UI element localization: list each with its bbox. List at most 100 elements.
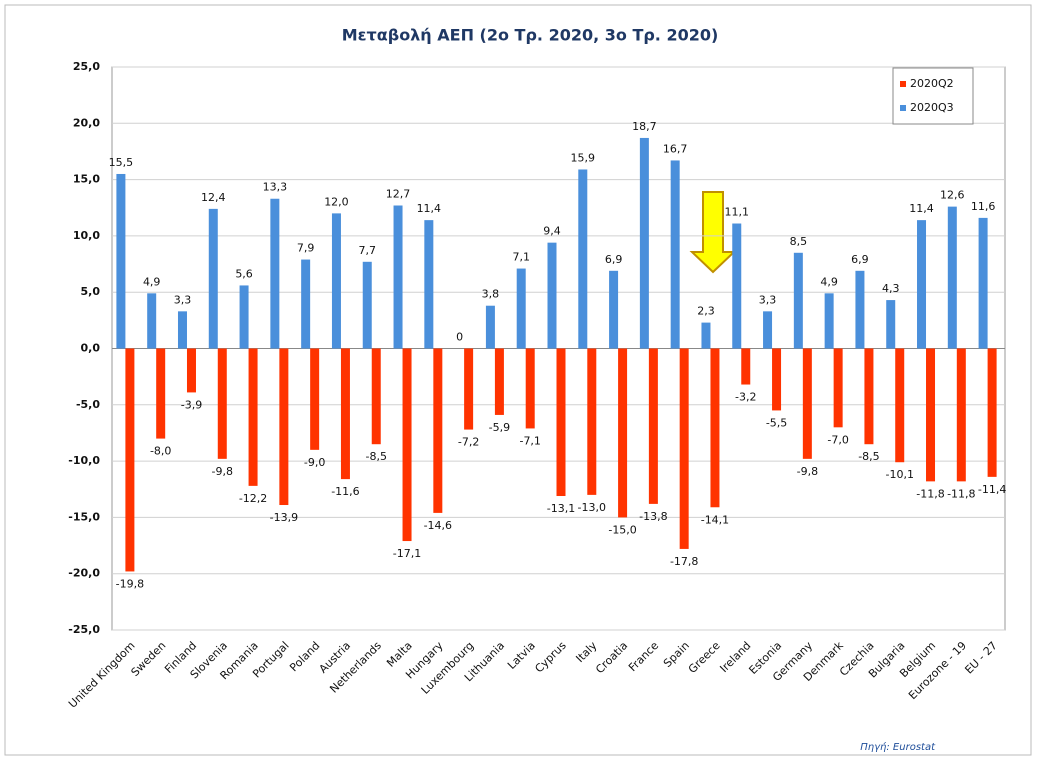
bar [547, 242, 557, 349]
bar [824, 293, 834, 349]
value-label: -3,9 [181, 398, 202, 411]
y-tick-label: -25,0 [68, 623, 100, 636]
bar [516, 268, 526, 349]
bar [310, 348, 320, 450]
bar [494, 348, 504, 415]
value-label: 15,9 [571, 151, 596, 164]
value-label: 7,1 [512, 251, 530, 264]
y-tick-label: 5,0 [81, 285, 101, 298]
value-label: 3,3 [174, 293, 192, 306]
value-label: 8,5 [790, 235, 808, 248]
value-label: -11,4 [978, 483, 1006, 496]
bar [156, 348, 166, 439]
bar [362, 261, 372, 349]
y-tick-label: 25,0 [73, 60, 100, 73]
bar [331, 213, 341, 349]
value-label: -7,1 [519, 434, 540, 447]
bar [485, 305, 495, 349]
bar [987, 348, 997, 477]
value-label: 7,7 [358, 244, 376, 257]
y-tick-label: 0,0 [81, 342, 101, 355]
bar [371, 348, 381, 445]
value-label: -9,0 [304, 456, 325, 469]
value-label: 2,3 [697, 305, 715, 318]
bar [402, 348, 412, 542]
value-label: 12,6 [940, 189, 965, 202]
value-label: -10,1 [885, 468, 913, 481]
value-label: 4,3 [882, 282, 900, 295]
y-tick-label: -5,0 [76, 398, 100, 411]
bar [956, 348, 966, 482]
bar [710, 348, 720, 508]
legend-label: 2020Q2 [910, 77, 954, 90]
bar [116, 173, 126, 349]
y-tick-label: -20,0 [68, 567, 100, 580]
value-label: 12,4 [201, 191, 226, 204]
bar [802, 348, 812, 459]
legend-label: 2020Q3 [910, 101, 954, 114]
value-label: -14,1 [701, 513, 729, 526]
bar [886, 300, 896, 349]
value-label: 9,4 [543, 225, 561, 238]
value-label: 7,9 [297, 242, 315, 255]
bar [340, 348, 350, 480]
bar [525, 348, 535, 429]
value-label: -14,6 [424, 519, 452, 532]
bar [793, 252, 803, 349]
bar [772, 348, 782, 411]
bar [248, 348, 258, 486]
bar [186, 348, 196, 393]
value-label: -13,9 [270, 511, 298, 524]
value-label: -15,0 [608, 523, 636, 536]
value-label: 11,1 [725, 206, 750, 219]
source-note: Πηγή: Eurostat [860, 741, 936, 753]
bar [609, 270, 619, 349]
value-label: -12,2 [239, 492, 267, 505]
value-label: 12,7 [386, 187, 411, 200]
value-label: 11,6 [971, 200, 996, 213]
bar [763, 311, 773, 349]
bar [433, 348, 443, 513]
bar [177, 311, 187, 349]
bar [648, 348, 658, 504]
value-label: -13,0 [578, 501, 606, 514]
bar [741, 348, 751, 385]
value-label: -7,2 [458, 436, 479, 449]
value-label: -8,0 [150, 445, 171, 458]
value-label: 11,4 [417, 202, 442, 215]
value-label: 18,7 [632, 120, 657, 133]
value-label: -11,8 [947, 487, 975, 500]
y-tick-label: 10,0 [73, 229, 100, 242]
bar [578, 169, 588, 349]
value-label: 16,7 [663, 142, 688, 155]
value-label: 4,9 [820, 275, 838, 288]
value-label: 3,3 [759, 293, 777, 306]
bar [947, 206, 957, 349]
bar [587, 348, 597, 495]
value-label: -17,1 [393, 547, 421, 560]
bar [732, 223, 742, 349]
value-label: -13,8 [639, 510, 667, 523]
value-label: -8,5 [366, 450, 387, 463]
bar [270, 198, 280, 349]
bar [393, 205, 403, 349]
chart-title: Μεταβολή ΑΕΠ (2ο Τρ. 2020, 3ο Τρ. 2020) [342, 26, 719, 45]
bar [639, 137, 649, 349]
value-label: -17,8 [670, 555, 698, 568]
bar [556, 348, 566, 497]
value-label: 12,0 [324, 195, 349, 208]
value-label: 15,5 [109, 156, 134, 169]
y-tick-label: 15,0 [73, 173, 100, 186]
value-label: 6,9 [851, 253, 869, 266]
bar [125, 348, 135, 572]
bar [864, 348, 874, 445]
bar [855, 270, 865, 349]
highlight-arrow [689, 191, 737, 274]
value-label: 3,8 [482, 288, 500, 301]
bar [895, 348, 905, 463]
bar [670, 160, 680, 349]
y-tick-label: 20,0 [73, 116, 100, 129]
legend-box [892, 67, 974, 125]
bar [279, 348, 289, 506]
